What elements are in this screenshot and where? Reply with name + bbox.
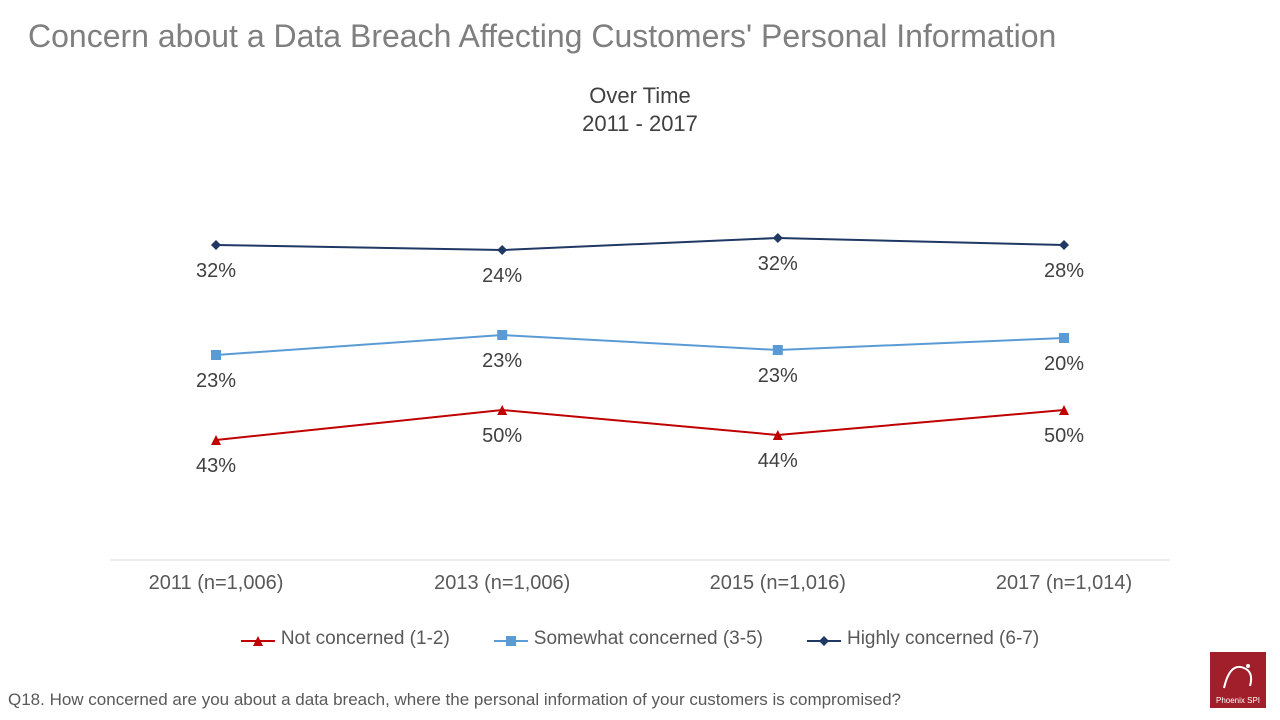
line-chart: 43% 50% 44% 50% 23% 23% 23% 20% 32% 24% 32% 28% — [110, 150, 1170, 560]
legend-swatch — [241, 632, 275, 646]
svg-text:23%: 23% — [196, 370, 236, 392]
brand-logo: Phoenix SPI — [1210, 652, 1266, 708]
legend-item: Not concerned (1-2) — [241, 628, 450, 650]
svg-text:44%: 44% — [758, 450, 798, 472]
x-axis-label: 2013 (n=1,006) — [434, 572, 570, 595]
legend-label: Somewhat concerned (3-5) — [534, 628, 763, 650]
legend-label: Highly concerned (6-7) — [847, 628, 1039, 650]
svg-text:23%: 23% — [482, 350, 522, 372]
svg-text:43%: 43% — [196, 455, 236, 477]
svg-text:20%: 20% — [1044, 353, 1084, 375]
legend-swatch — [807, 632, 841, 646]
x-axis-labels: 2011 (n=1,006) 2013 (n=1,006) 2015 (n=1,01… — [110, 572, 1170, 602]
page-title: Concern about a Data Breach Affecting Cu… — [28, 18, 1056, 55]
svg-text:32%: 32% — [196, 260, 236, 282]
subtitle-line-2: 2011 - 2017 — [582, 111, 698, 136]
svg-text:28%: 28% — [1044, 260, 1084, 282]
x-axis-label: 2011 (n=1,006) — [149, 572, 284, 595]
footnote-text: Q18. How concerned are you about a data … — [8, 690, 901, 710]
x-axis-label: 2017 (n=1,014) — [996, 572, 1132, 595]
svg-text:50%: 50% — [1044, 425, 1084, 447]
subtitle-line-1: Over Time — [589, 83, 690, 108]
svg-text:50%: 50% — [482, 425, 522, 447]
legend-item: Somewhat concerned (3-5) — [494, 628, 763, 650]
logo-text: Phoenix SPI — [1216, 696, 1260, 705]
slide: Concern about a Data Breach Affecting Cu… — [0, 0, 1280, 720]
legend-item: Highly concerned (6-7) — [807, 628, 1039, 650]
chart-legend: Not concerned (1-2) Somewhat concerned (3… — [0, 628, 1280, 654]
chart-subtitle: Over Time 2011 - 2017 — [0, 82, 1280, 137]
svg-text:32%: 32% — [758, 253, 798, 275]
x-axis-label: 2015 (n=1,016) — [710, 572, 846, 595]
legend-label: Not concerned (1-2) — [281, 628, 450, 650]
svg-text:24%: 24% — [482, 265, 522, 287]
legend-swatch — [494, 632, 528, 646]
svg-text:23%: 23% — [758, 365, 798, 387]
